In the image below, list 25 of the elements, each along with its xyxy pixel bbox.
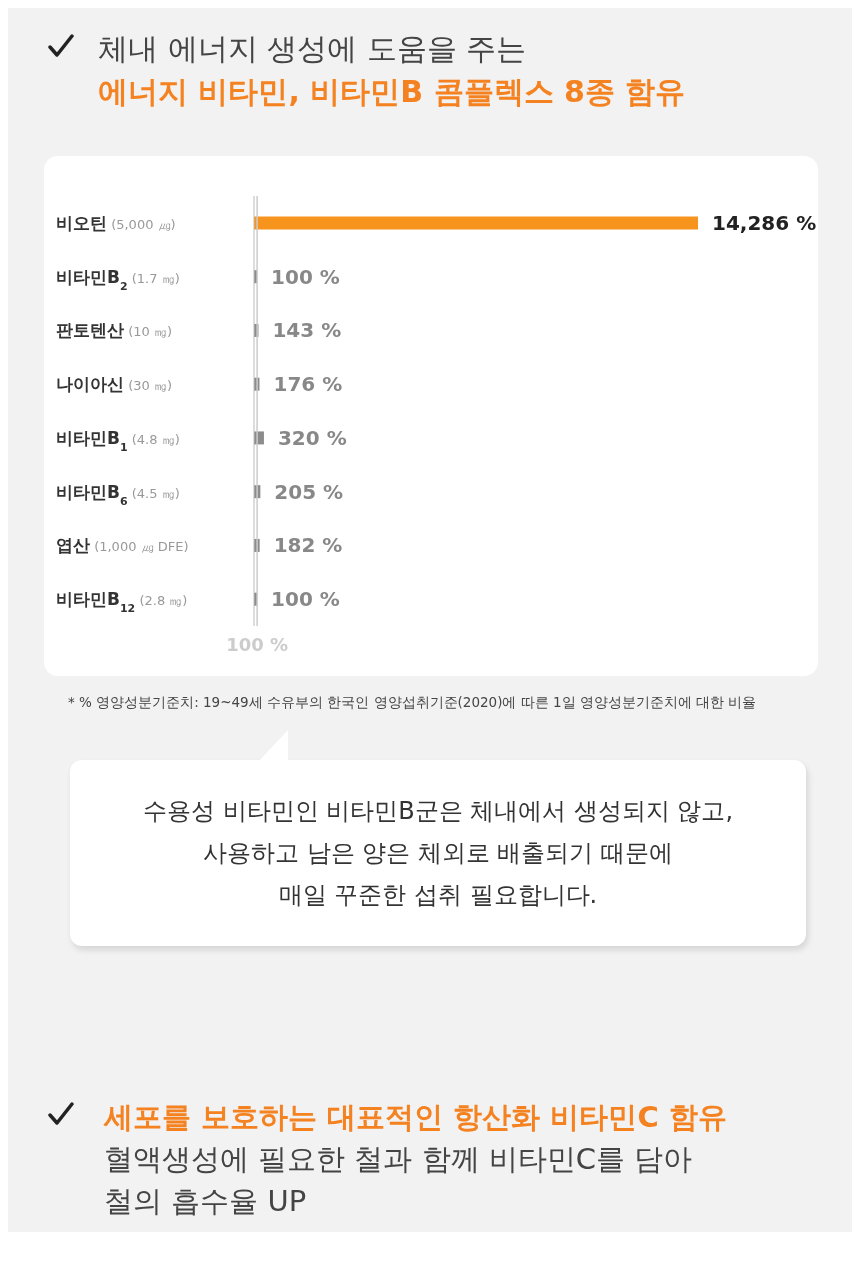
text: 혈액생성에 필요한 철과 함께 비타민C를 담아 [104, 1141, 694, 1178]
data-label: 100 % [271, 264, 340, 289]
data-label: 176 % [273, 372, 343, 397]
chart-subtitle: 에너지 비타민, 비타민B 콤플렉스 8종 함유 [98, 73, 687, 111]
chart-title: 체내 에너지 생성에 도움을 주는 [98, 30, 528, 68]
y-tick-label: 비타민B$_{12}$ (2.8 ㎎) [56, 589, 188, 615]
y-tick-label: 나이아신 (30 ㎎) [56, 374, 172, 395]
text: 철의 흡수율 UP [104, 1183, 308, 1220]
y-tick-label: 비타민B$_{1}$ (4.8 ㎎) [56, 427, 180, 454]
y-tick-label: 비타민B$_{2}$ (1.7 ㎎) [56, 266, 180, 293]
text: * % 영양성분기준치: 19~49세 수유부의 한국인 영양섭취기준(2020)에 따른 1일 영양성분기준치에 대한 비율 [68, 694, 758, 712]
data-label: 205 % [274, 479, 344, 504]
data-label: 320 % [277, 425, 347, 450]
y-tick-label: 비타민B$_{6}$ (4.5 ㎎) [56, 481, 180, 508]
data-label: 14,286 % [712, 210, 817, 235]
y-tick-label: 판토텐산 (10 ㎎) [56, 320, 172, 341]
y-tick-label: 엽산 (1,000 ㎍ DFE) [56, 535, 189, 556]
text: 수용성 비타민인 비타민B군은 체내에서 생성되지 않고, [141, 796, 735, 827]
data-label: 143 % [272, 318, 342, 343]
text: 매일 꾸준한 섭취 필요합니다. [277, 880, 599, 911]
data-label: 182 % [273, 533, 343, 558]
y-tick-label: 비오틴 (5,000 ㎍) [56, 212, 176, 233]
text: 사용하고 남은 양은 체외로 배출되기 때문에 [201, 838, 675, 869]
data-label: 100 % [271, 587, 340, 612]
text: 세포를 보호하는 대표적인 항산화 비타민C 함유 [104, 1099, 728, 1136]
